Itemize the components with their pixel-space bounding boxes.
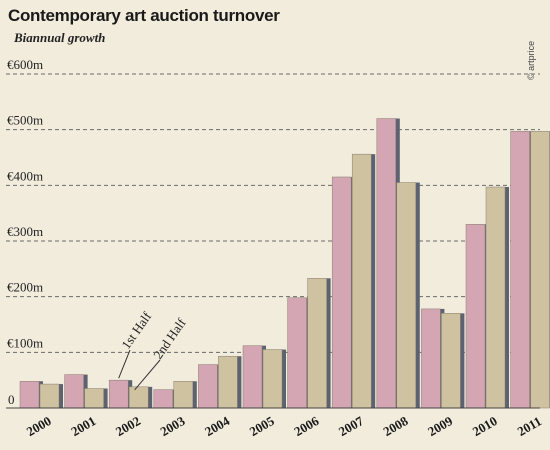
x-tick-label: 2002 [113, 413, 143, 439]
y-tick-label: €200m [7, 280, 43, 295]
bar-second-half [307, 278, 327, 409]
annotation-first-half: 1st Half [118, 309, 154, 352]
x-tick-label: 2009 [425, 413, 455, 439]
bar-second-half [351, 153, 372, 409]
y-tick-label: €100m [7, 335, 43, 350]
y-tick-label: 0 [8, 392, 15, 407]
annotation-second-half: 2nd Half [150, 315, 189, 362]
bar-first-half [331, 176, 352, 409]
x-tick-label: 2011 [515, 413, 544, 439]
y-tick-label: €300m [7, 224, 43, 239]
bar-first-half [287, 297, 307, 409]
bar-first-half [465, 224, 486, 409]
x-tick-label: 2007 [336, 413, 366, 439]
bar-second-half [262, 349, 283, 409]
bar-second-half [128, 386, 149, 409]
bar-second-half [530, 131, 550, 409]
bar-second-half [39, 383, 60, 409]
chart-subtitle: Biannual growth [14, 30, 106, 45]
x-tick-label: 2008 [381, 413, 411, 439]
bar-first-half [64, 374, 84, 409]
bar-first-half [19, 381, 40, 409]
x-tick-label: 2004 [202, 413, 232, 439]
bar-first-half [198, 364, 218, 409]
x-tick-label: 2000 [24, 413, 54, 439]
x-tick-label: 2006 [291, 413, 321, 439]
chart-title: Contemporary art auction turnover [8, 6, 280, 25]
x-tick-label: 2001 [68, 413, 98, 439]
x-tick-label: 2005 [247, 413, 277, 439]
y-tick-label: €500m [7, 113, 43, 128]
bar-first-half [153, 389, 174, 409]
credit-text: © artprice [526, 41, 536, 80]
bar-second-half [84, 388, 104, 409]
bar-first-half [510, 131, 530, 409]
bar-first-half [242, 345, 263, 409]
y-tick-label: €600m [7, 57, 43, 72]
bar-second-half [173, 381, 194, 409]
bar-second-half [218, 355, 238, 409]
x-tick-label: 2010 [470, 413, 500, 439]
bar-second-half [441, 313, 461, 409]
bar-first-half [421, 308, 441, 409]
annotation-line-second-half [134, 359, 161, 391]
x-tick-label: 2003 [158, 413, 188, 439]
bar-first-half [376, 118, 397, 409]
bar-first-half [108, 379, 129, 409]
bar-second-half [485, 186, 506, 409]
bar-second-half [396, 182, 417, 409]
y-tick-label: €400m [7, 168, 43, 183]
annotation-line-first-half [118, 349, 131, 379]
